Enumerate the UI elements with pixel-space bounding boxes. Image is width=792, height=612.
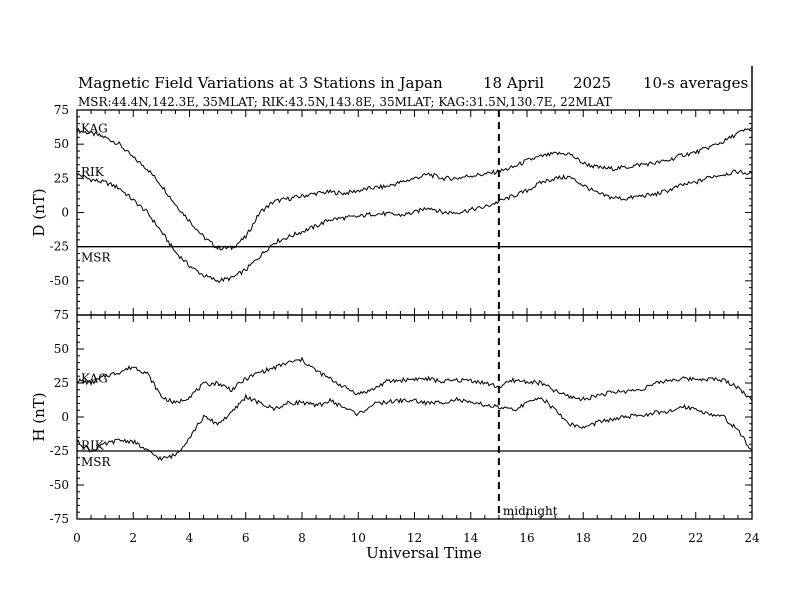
series-rik-line [76,169,753,284]
y-tick-label: -75 [50,512,69,526]
x-tick-label: 16 [519,531,534,545]
series-kag-line [76,356,753,405]
y-tick-label: 0 [61,410,69,424]
x-axis-label: Universal Time [366,544,482,562]
x-tick-label: 14 [463,531,479,545]
panel-h-ticks: 75 50 25 0 -25 -50 -75 [50,308,752,526]
y-tick-label: 50 [54,342,69,356]
panel-d: 75 50 25 0 -25 -50 KAG RIK MSR D (nT) [30,103,753,316]
series-label-rik: RIK [81,165,105,179]
x-tick-label: 12 [407,531,422,545]
y-tick-label: 25 [54,171,69,185]
series-label-msr: MSR [81,455,112,469]
x-tick-label: 24 [744,531,760,545]
y-tick-label: 75 [54,308,69,322]
chart-date: 18 April [483,74,544,92]
panel-h-traces: KAG RIK MSR [76,356,753,469]
x-tick-label: 6 [242,531,250,545]
y-tick-label: -50 [50,274,69,288]
y-tick-label: -25 [50,240,69,254]
chart-subtitle: MSR:44.4N,142.3E, 35MLAT; RIK:43.5N,143.… [78,95,612,109]
series-rik-line [76,393,753,462]
x-tick-label: 2 [129,531,137,545]
panel-d-traces: KAG RIK MSR [76,122,753,284]
x-tick-label: 0 [73,531,81,545]
x-tick-label: 20 [632,531,647,545]
panel-h-ylabel: H (nT) [30,392,48,441]
x-tick-label: 10 [351,531,366,545]
x-tick-label: 8 [298,531,306,545]
x-tick-label: 22 [688,531,703,545]
x-tick-label: 4 [186,531,194,545]
panel-d-ticks: 75 50 25 0 -25 -50 [50,103,752,316]
series-label-msr: MSR [81,251,112,265]
y-tick-label: -50 [50,478,69,492]
y-tick-label: 50 [54,137,69,151]
y-tick-label: 75 [54,103,69,117]
chart-title: Magnetic Field Variations at 3 Stations … [78,74,443,92]
panel-d-ylabel: D (nT) [30,188,48,236]
series-label-kag: KAG [81,371,108,385]
y-tick-label: 25 [54,376,69,390]
midnight-label: midnight [503,504,558,518]
series-label-kag: KAG [81,122,108,136]
series-label-rik: RIK [81,438,105,452]
chart-averaging: 10-s averages [643,74,748,92]
panel-h: 75 50 25 0 -25 -50 -75 KAG RIK MSR H (nT) [30,308,753,526]
y-tick-label: -25 [50,444,69,458]
x-tick-label: 18 [576,531,591,545]
panel-d-frame [76,109,753,316]
panel-h-frame [76,314,753,520]
x-axis-ticks: 0 2 4 6 8 10 12 14 16 18 20 22 24 [73,110,760,545]
series-kag-line [76,127,753,251]
y-tick-label: 0 [61,206,69,220]
chart-year: 2025 [573,74,611,92]
